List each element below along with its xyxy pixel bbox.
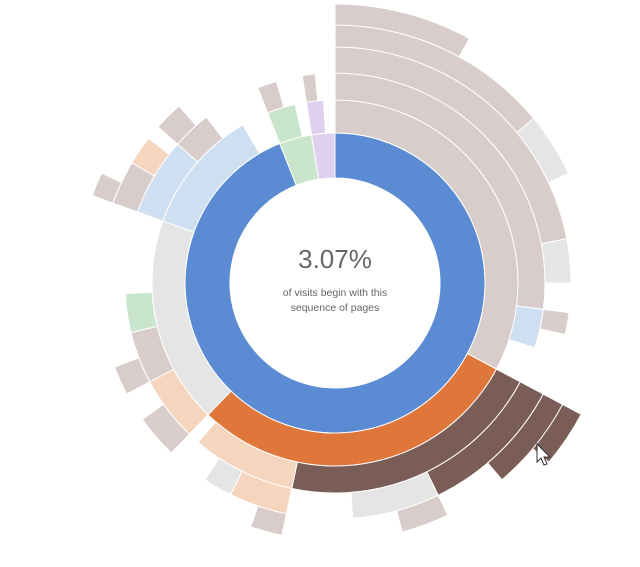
center-value: 3.07% — [298, 244, 372, 274]
sunburst-segment — [250, 505, 288, 537]
sunburst-segment — [141, 403, 191, 454]
sunburst-segment — [516, 117, 570, 184]
sunburst-segment — [540, 238, 572, 284]
center-caption: of visits begin with this — [283, 287, 387, 299]
sunburst-segment — [334, 3, 471, 58]
sunburst-segment — [539, 308, 570, 336]
sunburst-segment — [301, 73, 319, 103]
center-caption: sequence of pages — [291, 302, 380, 314]
sunburst-segment — [305, 99, 327, 136]
sunburst-segment — [131, 137, 170, 177]
sunburst-segment — [204, 457, 243, 496]
sunburst — [91, 3, 582, 537]
cursor — [536, 442, 552, 466]
sunburst-segment — [157, 105, 197, 145]
sunburst-segment — [113, 357, 151, 395]
sunburst-segment — [395, 494, 449, 533]
sunburst-segment — [91, 172, 123, 204]
sunburst-segment — [257, 80, 285, 114]
sunburst-segment — [124, 291, 158, 334]
